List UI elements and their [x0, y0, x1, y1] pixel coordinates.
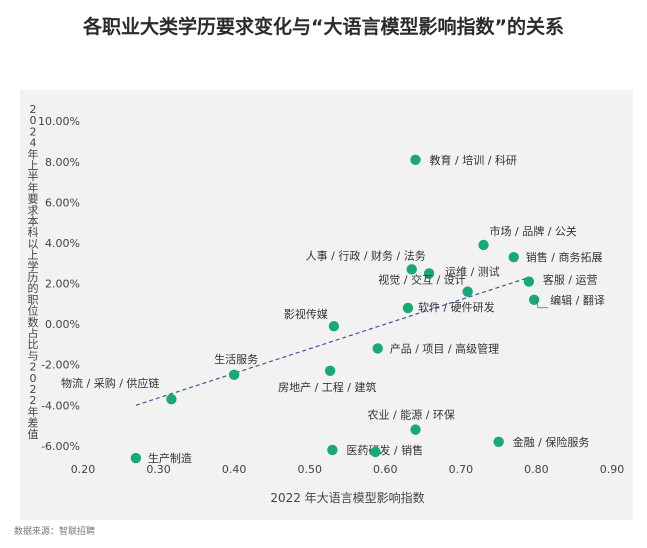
- data-point: [328, 320, 340, 332]
- data-point: [327, 444, 338, 456]
- x-tick-label: 0.80: [524, 463, 549, 476]
- chart-title: 各职业大类学历要求变化与“大语言模型影响指数”的关系: [83, 16, 564, 38]
- point-label: 农业 / 能源 / 环保: [368, 408, 455, 422]
- point-label: 生活服务: [214, 352, 258, 366]
- point-label: 销售 / 商务拓展: [526, 250, 603, 264]
- data-point: [372, 343, 383, 354]
- point-label: 市场 / 品牌 / 公关: [490, 224, 577, 238]
- point-label: 医药研发 / 销售: [346, 443, 423, 457]
- data-point: [228, 369, 240, 381]
- point-label: 人事 / 行政 / 财务 / 法务: [306, 248, 426, 262]
- point-label: 教育 / 培训 / 科研: [430, 153, 517, 167]
- data-point: [406, 264, 417, 275]
- point-label: 生产制造: [148, 451, 192, 465]
- data-point: [493, 436, 504, 447]
- data-point: [410, 154, 421, 165]
- y-tick-label: -2.00%: [41, 359, 80, 372]
- x-axis-title: 2022 年大语言模型影响指数: [270, 490, 424, 505]
- y-tick-label: -4.00%: [41, 399, 80, 412]
- y-tick-label: 6.00%: [45, 196, 80, 209]
- data-point: [324, 365, 336, 376]
- data-point: [508, 251, 519, 263]
- x-tick-label: 0.50: [297, 463, 322, 476]
- y-tick-label: -6.00%: [41, 440, 80, 453]
- point-label: 影视传媒: [284, 307, 328, 321]
- x-tick-label: 0.60: [373, 463, 398, 476]
- point-label: 物流 / 采购 / 供应链: [61, 376, 159, 390]
- x-tick-label: 0.20: [71, 463, 96, 476]
- x-tick-label: 0.30: [146, 463, 171, 476]
- point-label: 编辑 / 翻译: [550, 293, 605, 307]
- data-point: [423, 268, 435, 279]
- point-label: 房地产 / 工程 / 建筑: [278, 380, 376, 394]
- point-label: 金融 / 保险服务: [513, 435, 590, 449]
- data-point: [410, 424, 421, 435]
- y-tick-label: 4.00%: [45, 237, 80, 250]
- y-axis-title: 2 0 2 4 年上半年要求本科以上学历的职位数占比与 2 0 2 2 年差值: [28, 103, 39, 441]
- y-tick-label: 10.00%: [38, 115, 80, 128]
- label-connector: [535, 299, 549, 309]
- data-point: [478, 239, 489, 251]
- point-label: 视觉 / 交互 / 设计: [378, 273, 465, 287]
- x-tick-label: 0.40: [222, 463, 247, 476]
- x-tick-label: 0.70: [449, 463, 474, 476]
- point-label: 客服 / 运营: [543, 273, 598, 287]
- point-label: 运维 / 测试: [445, 265, 500, 278]
- plot-background: [20, 90, 633, 520]
- x-tick-label: 0.90: [600, 463, 625, 476]
- data-point: [130, 452, 142, 464]
- data-source: 数据来源：智联招聘: [14, 527, 96, 537]
- data-point: [523, 276, 535, 287]
- data-point: [528, 294, 540, 305]
- trend-line: [135, 276, 530, 406]
- y-tick-label: 8.00%: [45, 156, 80, 169]
- data-point: [166, 393, 177, 405]
- data-point: [402, 302, 414, 314]
- y-tick-label: 2.00%: [45, 278, 80, 291]
- data-point: [370, 446, 381, 458]
- data-point: [462, 286, 473, 297]
- point-label: 产品 / 项目 / 高级管理: [390, 341, 499, 355]
- y-tick-label: 0.00%: [45, 318, 80, 331]
- point-label: 软件 / 硬件研发: [418, 300, 495, 314]
